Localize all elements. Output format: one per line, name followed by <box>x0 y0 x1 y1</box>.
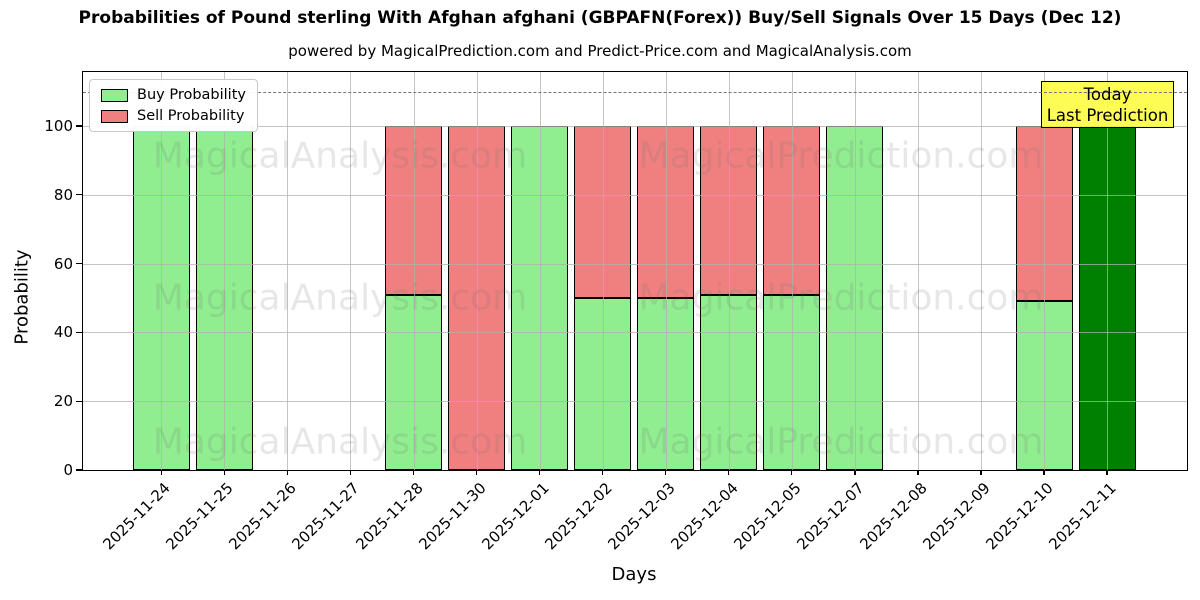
watermark-text: MagicalAnalysis.com <box>152 135 528 177</box>
x-tick-label: 2025-11-24 <box>99 479 175 554</box>
x-tick-mark <box>349 470 352 475</box>
y-tick-label: 60 <box>53 254 73 273</box>
v-gridline <box>602 72 604 470</box>
x-tick-mark <box>160 470 162 475</box>
legend: Buy Probability Sell Probability <box>89 79 258 132</box>
v-gridline <box>728 72 730 470</box>
y-tick-mark <box>76 194 82 196</box>
today-line1: Today <box>1083 84 1132 104</box>
x-tick-label: 2025-12-05 <box>730 479 805 554</box>
chart-title: Probabilities of Pound sterling With Afg… <box>78 8 1122 28</box>
legend-item-buy: Buy Probability <box>101 87 246 103</box>
y-tick-label: 100 <box>44 117 73 135</box>
x-tick-mark <box>286 470 289 475</box>
watermark-text: MagicalPrediction.com <box>638 421 1044 463</box>
x-tick-label: 2025-11-25 <box>162 479 238 554</box>
x-tick-mark <box>665 470 667 475</box>
x-tick-label: 2025-12-03 <box>604 479 679 554</box>
x-tick-mark <box>1106 470 1108 475</box>
y-tick-label: 20 <box>53 392 73 411</box>
x-tick-label: 2025-11-28 <box>351 479 427 554</box>
x-tick-label: 2025-12-09 <box>919 479 994 554</box>
v-gridline <box>917 72 919 470</box>
x-tick-mark <box>854 470 856 475</box>
today-annotation-text: Today Last Prediction <box>1041 81 1174 128</box>
x-tick-label: 2025-12-11 <box>1045 479 1120 554</box>
y-tick-mark <box>76 400 82 402</box>
watermark-text: MagicalAnalysis.com <box>152 277 528 319</box>
v-gridline <box>665 72 667 470</box>
y-tick-label: 80 <box>53 185 73 204</box>
x-tick-label: 2025-12-10 <box>982 479 1057 554</box>
x-tick-label: 2025-12-07 <box>793 479 868 554</box>
h-gridline <box>83 194 1187 196</box>
v-gridline <box>161 72 163 470</box>
legend-sell-label: Sell Probability <box>137 108 245 124</box>
x-tick-mark <box>728 470 730 475</box>
sell-swatch-icon <box>101 109 128 123</box>
v-gridline <box>980 72 982 470</box>
watermark-text: MagicalPrediction.com <box>638 277 1044 319</box>
h-gridline <box>83 126 1187 127</box>
h-gridline <box>83 332 1187 334</box>
x-tick-mark <box>601 470 604 475</box>
watermark-text: MagicalAnalysis.com <box>152 421 528 463</box>
v-gridline <box>854 72 856 470</box>
x-tick-mark <box>1043 470 1045 475</box>
x-tick-label: 2025-12-04 <box>667 479 742 554</box>
y-tick-label: 0 <box>63 461 73 479</box>
x-tick-mark <box>223 470 226 475</box>
v-gridline <box>224 72 226 470</box>
x-axis-label: Days <box>611 564 657 585</box>
x-tick-mark <box>980 470 982 475</box>
today-line2: Last Prediction <box>1046 105 1169 125</box>
y-tick-mark <box>76 125 82 127</box>
y-tick-label: 40 <box>53 323 73 342</box>
today-annotation-box <box>1041 81 1174 128</box>
v-gridline <box>476 72 478 470</box>
x-tick-mark <box>538 470 541 475</box>
h-gridline <box>83 401 1187 403</box>
v-gridline <box>791 72 793 470</box>
v-gridline <box>539 72 541 470</box>
v-gridline <box>287 72 289 470</box>
x-tick-mark <box>412 470 415 475</box>
dashed-threshold-line <box>83 91 1187 93</box>
x-tick-mark <box>917 470 919 475</box>
v-gridline <box>413 72 415 470</box>
h-gridline <box>83 263 1187 265</box>
x-tick-mark <box>791 470 793 475</box>
x-tick-mark <box>475 470 478 475</box>
plot-area: Buy Probability Sell Probability Today L… <box>44 71 1188 553</box>
y-tick-mark <box>76 262 82 265</box>
legend-item-sell: Sell Probability <box>101 108 246 124</box>
watermark-text: MagicalPrediction.com <box>638 135 1044 177</box>
x-tick-label: 2025-11-27 <box>288 479 364 554</box>
v-gridline <box>1107 72 1109 470</box>
v-gridline <box>350 72 352 470</box>
x-tick-label: 2025-12-08 <box>856 479 931 554</box>
y-tick-mark <box>76 331 82 334</box>
buy-swatch-icon <box>101 88 128 102</box>
v-gridline <box>1044 72 1045 470</box>
legend-buy-label: Buy Probability <box>137 87 246 103</box>
chart-subtitle: powered by MagicalPrediction.com and Pre… <box>288 42 912 60</box>
y-tick-mark <box>76 469 82 471</box>
